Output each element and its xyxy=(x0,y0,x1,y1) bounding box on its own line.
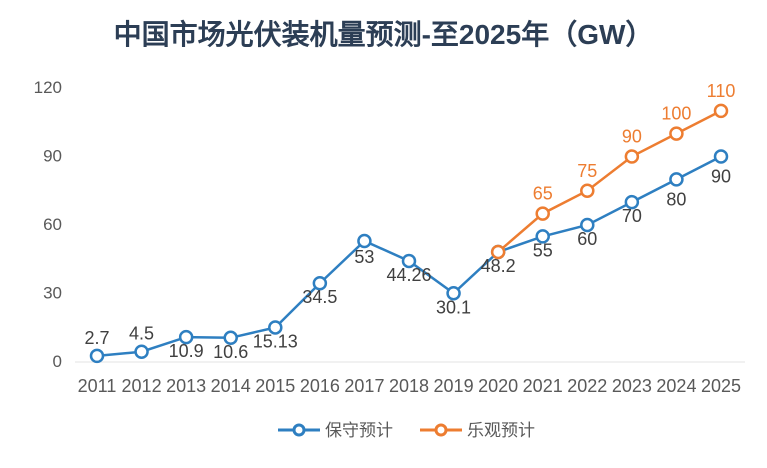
svg-text:44.26: 44.26 xyxy=(386,265,431,285)
svg-text:55: 55 xyxy=(533,240,553,260)
svg-text:70: 70 xyxy=(622,206,642,226)
svg-text:10.9: 10.9 xyxy=(169,341,204,361)
svg-text:100: 100 xyxy=(661,104,691,124)
svg-text:34.5: 34.5 xyxy=(302,287,337,307)
svg-text:2021: 2021 xyxy=(523,376,563,396)
svg-text:2011: 2011 xyxy=(78,376,117,396)
svg-text:2017: 2017 xyxy=(344,376,384,396)
svg-text:2015: 2015 xyxy=(255,376,295,396)
svg-text:60: 60 xyxy=(577,229,597,249)
svg-text:30.1: 30.1 xyxy=(436,297,471,317)
svg-text:60: 60 xyxy=(43,215,62,234)
svg-text:2014: 2014 xyxy=(211,376,251,396)
svg-text:48.2: 48.2 xyxy=(481,256,516,276)
svg-text:乐观预计: 乐观预计 xyxy=(467,421,535,440)
svg-text:4.5: 4.5 xyxy=(129,324,154,344)
svg-text:2025: 2025 xyxy=(701,376,741,396)
svg-text:2016: 2016 xyxy=(300,376,340,396)
svg-text:30: 30 xyxy=(43,284,62,303)
svg-text:10.6: 10.6 xyxy=(213,342,248,362)
svg-text:2.7: 2.7 xyxy=(84,328,109,348)
svg-text:15.13: 15.13 xyxy=(253,331,298,351)
svg-text:90: 90 xyxy=(711,167,731,187)
svg-text:2024: 2024 xyxy=(656,376,696,396)
svg-text:110: 110 xyxy=(707,81,736,101)
svg-text:2022: 2022 xyxy=(567,376,607,396)
svg-text:90: 90 xyxy=(43,147,62,166)
svg-text:2013: 2013 xyxy=(166,376,206,396)
svg-text:2023: 2023 xyxy=(612,376,652,396)
svg-text:0: 0 xyxy=(53,352,62,371)
svg-text:80: 80 xyxy=(666,189,686,209)
svg-text:75: 75 xyxy=(577,161,597,181)
svg-text:2018: 2018 xyxy=(389,376,429,396)
svg-text:2019: 2019 xyxy=(434,376,474,396)
svg-text:120: 120 xyxy=(34,78,62,97)
svg-text:90: 90 xyxy=(622,127,642,147)
svg-text:2012: 2012 xyxy=(122,376,162,396)
svg-text:53: 53 xyxy=(354,247,374,267)
svg-text:65: 65 xyxy=(533,184,553,204)
svg-text:2020: 2020 xyxy=(478,376,518,396)
svg-text:保守预计: 保守预计 xyxy=(325,421,393,440)
